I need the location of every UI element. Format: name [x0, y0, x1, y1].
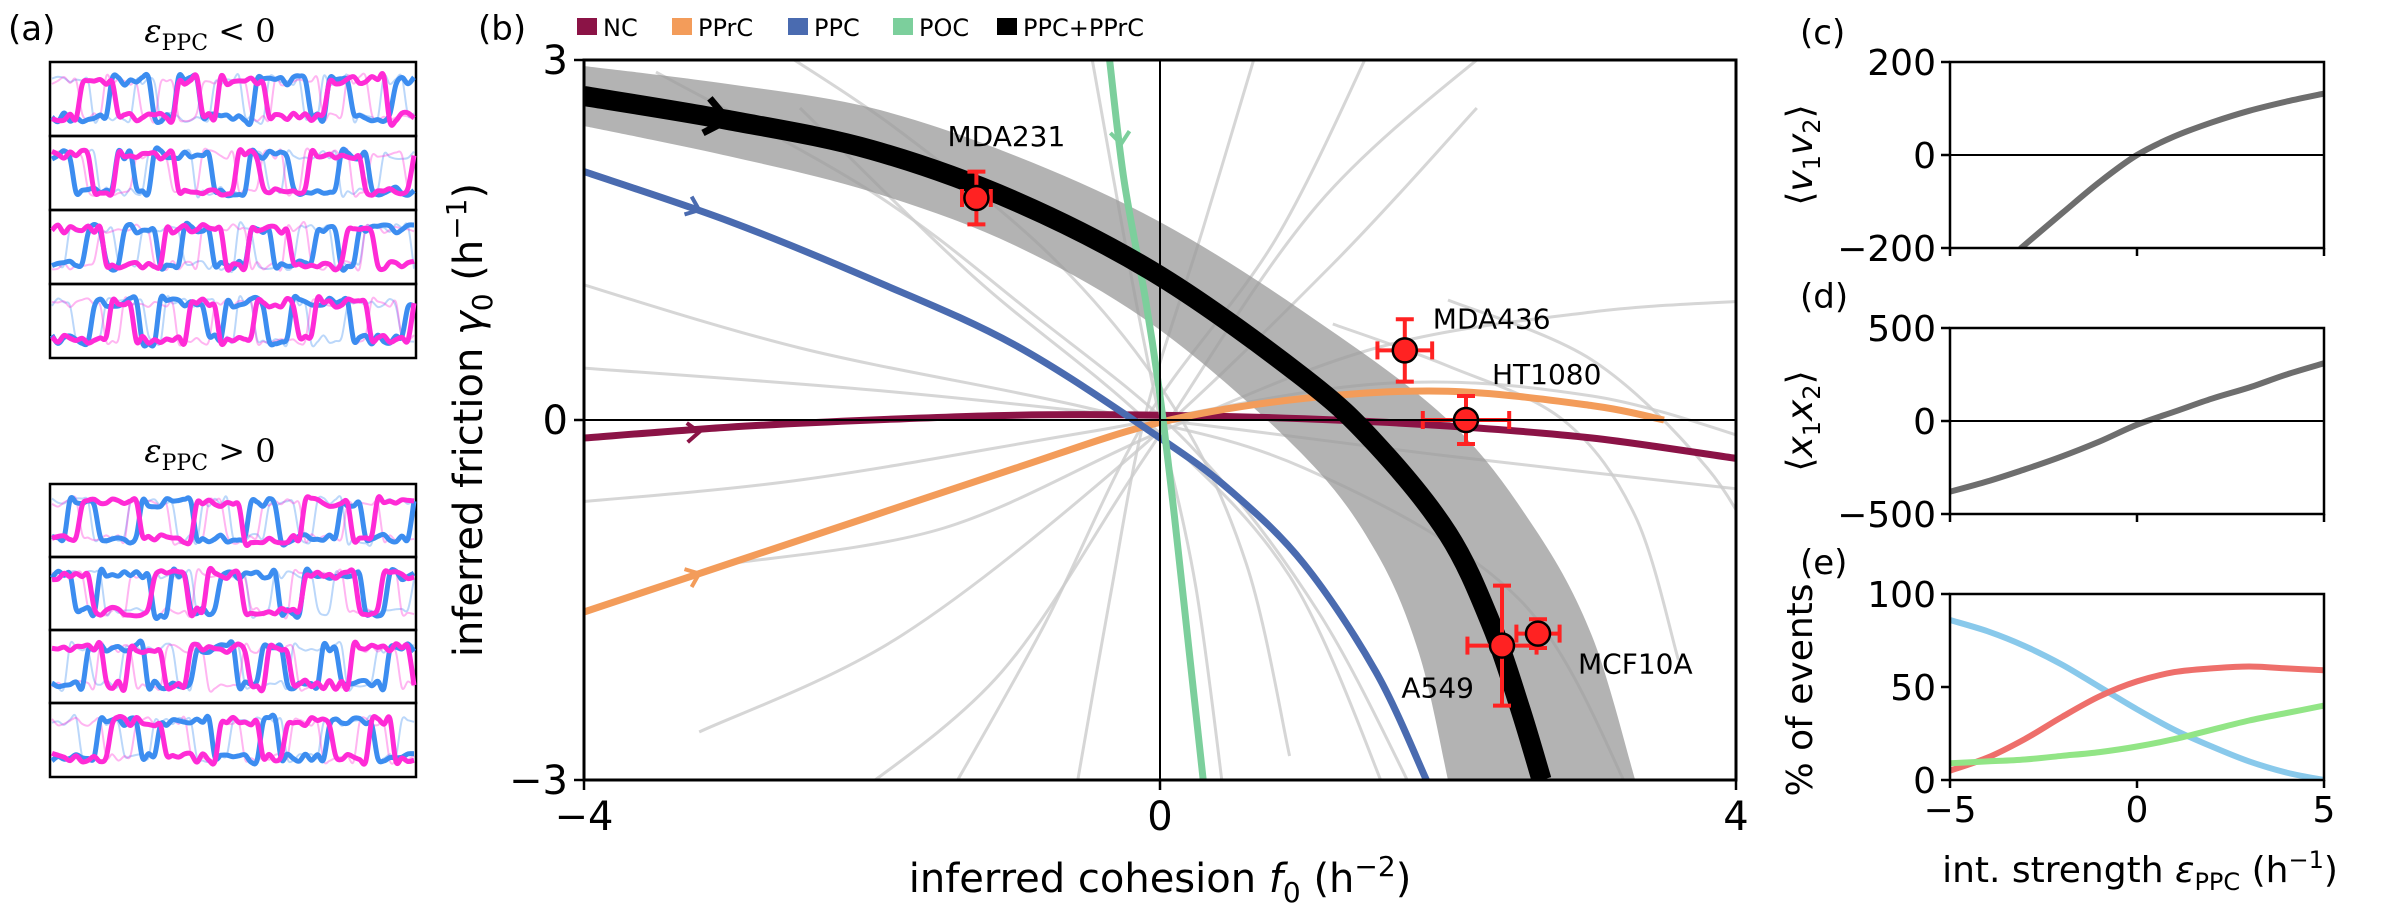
legend-swatch-poc — [893, 18, 913, 35]
panel-d-y-axis-label: ⟨x1x2⟩ — [1780, 370, 1826, 471]
flow-line-5 — [698, 106, 1478, 734]
cell-point-mda436: MDA436 — [1375, 302, 1551, 384]
panel-a-label: (a) — [8, 9, 55, 49]
trajectory-magenta-1 — [51, 71, 416, 128]
flow-line-12 — [1447, 298, 1736, 513]
direction-arrow-pprc — [683, 567, 703, 588]
flow-line-9 — [872, 60, 1480, 780]
panel-e-ytick-label: 0 — [1913, 761, 1936, 802]
cell-point-a549: A549 — [1401, 583, 1539, 708]
panel-b: (b) NC PPrC PPC POC PPC+PPrC MDA231 MDA43… — [440, 9, 1749, 909]
b-ytick-label: 3 — [543, 38, 568, 84]
trajectory-magenta-1 — [51, 494, 415, 549]
legend-label-poc: POC — [919, 14, 969, 42]
b-xtick-label: 0 — [1147, 794, 1172, 840]
b-ytick-label: −3 — [509, 758, 568, 804]
trajectory-magenta-3 — [51, 639, 417, 694]
panel-e-xtick-label: −5 — [1923, 790, 1976, 831]
panel-e-series-green — [1950, 702, 2324, 767]
cell-point-mcf10a: MCF10A — [1514, 617, 1693, 681]
legend-swatch-ppc — [788, 18, 808, 35]
legend-label-ppc-pprc: PPC+PPrC — [1023, 14, 1144, 42]
panel-e-series-red — [1950, 663, 2324, 774]
trajectory-blue-3 — [51, 220, 415, 273]
cell-point-mda231: MDA231 — [947, 120, 1065, 227]
panel-c-ytick-label: 200 — [1867, 43, 1936, 84]
trajectory-stack-positive — [48, 482, 418, 779]
panel-c-ytick-label: −200 — [1837, 229, 1936, 270]
panel-c-ytick-label: 0 — [1913, 136, 1936, 177]
legend-label-nc: NC — [603, 14, 638, 42]
b-xtick-label: 4 — [1723, 794, 1748, 840]
legend-label-ppc: PPC — [814, 14, 860, 42]
legend-swatch-nc — [577, 18, 597, 35]
series-line-pprc — [584, 387, 1665, 616]
legend-label-pprc: PPrC — [698, 14, 753, 42]
legend-swatch-pprc — [672, 18, 692, 35]
cell-label-mda231: MDA231 — [947, 120, 1065, 153]
trajectory-magenta-2 — [51, 147, 417, 198]
direction-arrow-nc — [685, 421, 703, 444]
cell-label-a549: A549 — [1401, 672, 1474, 705]
panel-b-y-axis-label: inferred friction γ0 (h−1) — [440, 183, 499, 657]
panel-a: (a) εPPC < 0 εPPC > 0 — [8, 9, 418, 779]
direction-arrow-ppc — [683, 195, 703, 217]
trajectory-box-neg-1 — [48, 60, 418, 138]
trajectory-blue-1 — [51, 494, 417, 548]
cell-label-mda436: MDA436 — [1433, 302, 1551, 335]
b-ytick-label: 0 — [543, 398, 568, 444]
panel-c-label: (c) — [1800, 13, 1845, 53]
panel-e-ytick-label: 50 — [1890, 668, 1936, 709]
trajectory-magenta-4 — [50, 294, 417, 348]
panel-a-title-negative: εPPC < 0 — [144, 12, 275, 56]
trajectory-magenta-2 — [51, 565, 415, 619]
panel-d-ytick-label: 500 — [1867, 309, 1936, 350]
panel-e-label: (e) — [1800, 543, 1847, 583]
panel-c-series-v1v2 — [2018, 90, 2324, 248]
direction-arrow-poc — [1108, 130, 1132, 148]
cell-marker-mda436 — [1391, 337, 1419, 364]
cell-marker-mcf10a — [1524, 620, 1552, 647]
trajectory-magenta-4 — [51, 713, 415, 767]
cell-label-mcf10a: MCF10A — [1578, 648, 1693, 681]
trajectory-box-neg-4 — [48, 282, 418, 360]
panel-d-ytick-label: 0 — [1913, 402, 1936, 443]
b-xtick-label: −4 — [555, 794, 614, 840]
panel-e-xtick-label: 0 — [2126, 790, 2149, 831]
cell-marker-mda231 — [963, 184, 990, 212]
trajectory-blue-1 — [50, 71, 416, 128]
panel-c: (c) −200 0 200 ⟨v1v2⟩ — [1780, 13, 2326, 270]
panel-d-ytick-label: −500 — [1837, 495, 1936, 536]
series-line-ppc-pprc — [584, 86, 1552, 780]
trajectory-stack-negative — [48, 60, 418, 360]
panel-d-label: (d) — [1800, 277, 1848, 317]
trajectory-magenta-3 — [50, 222, 415, 273]
direction-arrow-ppc-pprc — [701, 96, 734, 137]
trajectory-box-pos-4 — [48, 701, 418, 779]
panel-a-title-positive: εPPC > 0 — [144, 432, 275, 476]
panel-e-series-cyan — [1950, 617, 2324, 780]
panel-d-series-x1x2 — [1950, 360, 2324, 495]
panel-e-ytick-label: 100 — [1867, 575, 1936, 616]
panel-d: (d) −500 0 500 ⟨x1x2⟩ — [1780, 277, 2326, 536]
panel-b-legend: NC PPrC PPC POC PPC+PPrC — [577, 14, 1144, 42]
cell-marker-a549 — [1488, 632, 1516, 659]
panel-e-y-axis-label: % of events — [1780, 583, 1821, 796]
series-line-ppc — [584, 168, 1430, 780]
panel-b-x-axis-label: inferred cohesion f0 (h−2) — [909, 850, 1412, 909]
panel-b-label: (b) — [478, 9, 526, 49]
trajectory-faint-magenta-4 — [51, 715, 415, 765]
cell-label-ht1080: HT1080 — [1492, 358, 1601, 391]
panel-e-x-axis-label: int. strength εPPC (h−1) — [1942, 846, 2338, 896]
panel-e-xtick-label: 5 — [2313, 790, 2336, 831]
legend-swatch-ppc-pprc — [997, 18, 1017, 35]
panel-c-y-axis-label: ⟨v1v2⟩ — [1780, 104, 1826, 205]
